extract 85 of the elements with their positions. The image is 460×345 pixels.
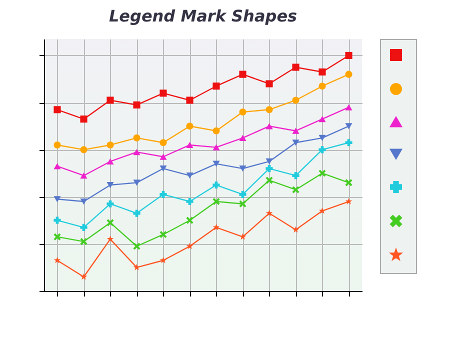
point [239,134,246,141]
point [160,154,167,160]
point [292,96,300,104]
point [318,116,326,122]
point [345,123,352,130]
point [54,163,61,170]
point [266,176,273,184]
point [345,52,352,60]
point [292,186,300,194]
point [318,82,326,90]
point [160,90,167,97]
point [239,108,246,116]
point [133,210,140,217]
point [80,198,88,205]
point [292,64,300,71]
point [239,200,246,208]
point [133,101,140,108]
point [80,172,88,179]
point [160,190,167,198]
point [266,164,273,172]
point [160,165,167,172]
point [345,179,352,186]
point [160,256,167,264]
point [133,134,140,142]
point [106,158,114,165]
point [266,210,273,216]
point [345,139,352,146]
point [239,233,246,240]
point [345,198,352,204]
point [239,190,246,198]
point [318,134,326,141]
point [239,165,246,172]
point [292,172,300,180]
point [212,82,220,90]
point [318,68,326,76]
point [292,226,300,233]
point [160,139,167,146]
point [292,128,300,134]
point [318,170,326,177]
point [106,219,114,226]
point [54,106,61,114]
point [266,123,273,130]
point [133,148,140,156]
point [266,106,273,114]
point [80,273,88,280]
point [80,116,88,123]
point [186,122,194,130]
point [80,224,88,231]
point [318,146,326,154]
point [106,236,114,242]
point [106,182,114,188]
point [266,80,273,88]
point [186,242,194,250]
point [106,200,114,208]
point [106,96,114,104]
point [54,141,61,149]
point [54,196,61,202]
point [212,127,220,134]
point [212,181,220,189]
point [292,140,300,146]
point [186,172,194,179]
chart-title: Legend Mark Shapes [108,6,298,26]
point [186,216,194,224]
point [186,96,194,104]
point [212,160,220,167]
point [212,144,220,150]
point [318,207,326,214]
point [212,224,220,230]
point [133,242,140,250]
point [212,198,220,206]
point [345,104,352,110]
point [133,180,140,186]
point [239,70,246,78]
point [80,238,88,246]
point [186,142,194,148]
point [54,233,61,240]
point [133,264,140,270]
point [106,141,114,149]
point [54,216,61,224]
point [160,230,167,238]
point [80,146,88,154]
point [266,158,273,165]
point [186,198,194,206]
point [345,70,352,78]
point [54,256,61,264]
